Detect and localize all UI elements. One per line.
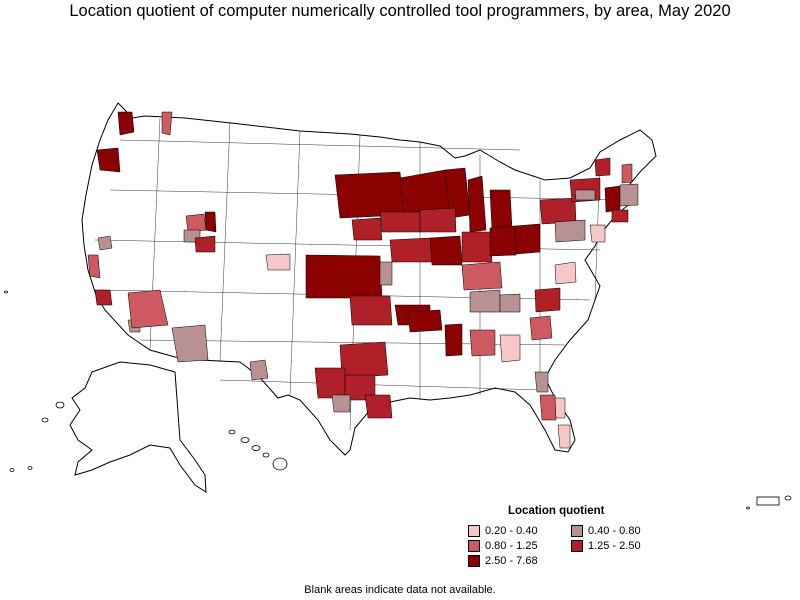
area-ct xyxy=(611,209,629,223)
area-ogden xyxy=(204,211,217,233)
area-alabama xyxy=(469,329,496,357)
area-georgia xyxy=(499,334,521,363)
area-dakota-mn xyxy=(334,171,406,219)
alaska-outline xyxy=(69,361,207,493)
area-nc xyxy=(534,287,561,313)
area-colorado xyxy=(265,253,291,271)
area-new-england-west xyxy=(604,185,621,213)
area-ny-north xyxy=(594,157,611,177)
area-pa-central xyxy=(554,219,586,243)
area-nh xyxy=(621,163,633,184)
legend-label: 0.20 - 0.40 xyxy=(485,525,538,537)
legend-swatch xyxy=(468,555,480,567)
area-los-angeles xyxy=(94,289,113,306)
area-el-paso xyxy=(249,359,269,381)
hawaii-islands xyxy=(228,429,288,471)
area-new-england-east xyxy=(619,183,639,207)
area-tucson xyxy=(171,324,209,363)
area-spokane xyxy=(161,111,173,136)
area-indiana xyxy=(461,231,493,263)
area-florida-south xyxy=(557,424,571,449)
area-salt-lake xyxy=(185,213,207,233)
puerto-rico xyxy=(746,495,792,510)
area-austin xyxy=(331,394,351,413)
area-texas-north xyxy=(339,341,389,379)
area-mississippi xyxy=(444,323,463,357)
area-nebraska xyxy=(351,217,383,241)
legend-item-high: 1.25 - 2.50 xyxy=(571,540,671,552)
map-title: Location quotient of computer numericall… xyxy=(69,2,731,20)
legend-grid: 0.20 - 0.40 0.40 - 0.80 0.80 - 1.25 1.25… xyxy=(468,525,668,567)
alaska-islands xyxy=(4,290,65,472)
legend-item-very-high: 2.50 - 7.68 xyxy=(468,555,571,567)
colored-areas xyxy=(87,111,639,449)
legend-swatch xyxy=(571,525,583,537)
footnote: Blank areas indicate data not available. xyxy=(304,584,496,596)
legend-item-very-low: 0.20 - 0.40 xyxy=(468,525,571,537)
area-arkansas xyxy=(407,309,443,333)
area-iowa-b xyxy=(419,207,457,233)
area-florida-east xyxy=(554,397,566,419)
area-portland xyxy=(96,147,121,173)
area-seattle xyxy=(117,111,135,136)
area-bay-area xyxy=(87,254,101,279)
area-phoenix xyxy=(127,289,169,329)
area-michigan-east xyxy=(489,189,513,231)
area-virginia xyxy=(554,261,577,285)
area-florida-north xyxy=(534,371,549,393)
area-texas-west xyxy=(314,367,346,399)
area-ohio-east xyxy=(514,223,541,255)
legend-title: Location quotient xyxy=(508,505,605,517)
area-kentucky xyxy=(461,261,503,291)
area-illinois xyxy=(429,235,463,266)
legend-label: 2.50 - 7.68 xyxy=(485,555,538,567)
area-provo xyxy=(194,235,216,253)
area-kansas-city xyxy=(379,261,393,286)
area-ny-central xyxy=(574,189,596,201)
area-sacramento xyxy=(97,235,113,251)
area-houston xyxy=(364,394,393,419)
area-nj xyxy=(589,224,606,243)
area-sc xyxy=(529,315,553,341)
legend-swatch xyxy=(571,540,583,552)
legend-label: 0.80 - 1.25 xyxy=(485,540,538,552)
area-ohio-west xyxy=(489,225,517,257)
area-florida-central xyxy=(539,394,557,421)
legend: Location quotient 0.20 - 0.40 0.40 - 0.8… xyxy=(468,505,668,567)
area-missouri xyxy=(389,237,433,263)
legend-item-low: 0.40 - 0.80 xyxy=(571,525,671,537)
area-oklahoma xyxy=(349,295,393,326)
legend-swatch xyxy=(468,525,480,537)
legend-label: 1.25 - 2.50 xyxy=(588,540,641,552)
area-iowa-a xyxy=(379,211,421,233)
legend-swatch xyxy=(468,540,480,552)
area-tn-east xyxy=(499,293,521,313)
area-kansas xyxy=(305,254,383,299)
area-pennsylvania xyxy=(539,197,577,225)
area-michigan-west xyxy=(467,175,487,233)
legend-label: 0.40 - 0.80 xyxy=(588,525,641,537)
area-tennessee xyxy=(469,289,501,313)
legend-item-mid: 0.80 - 1.25 xyxy=(468,540,571,552)
